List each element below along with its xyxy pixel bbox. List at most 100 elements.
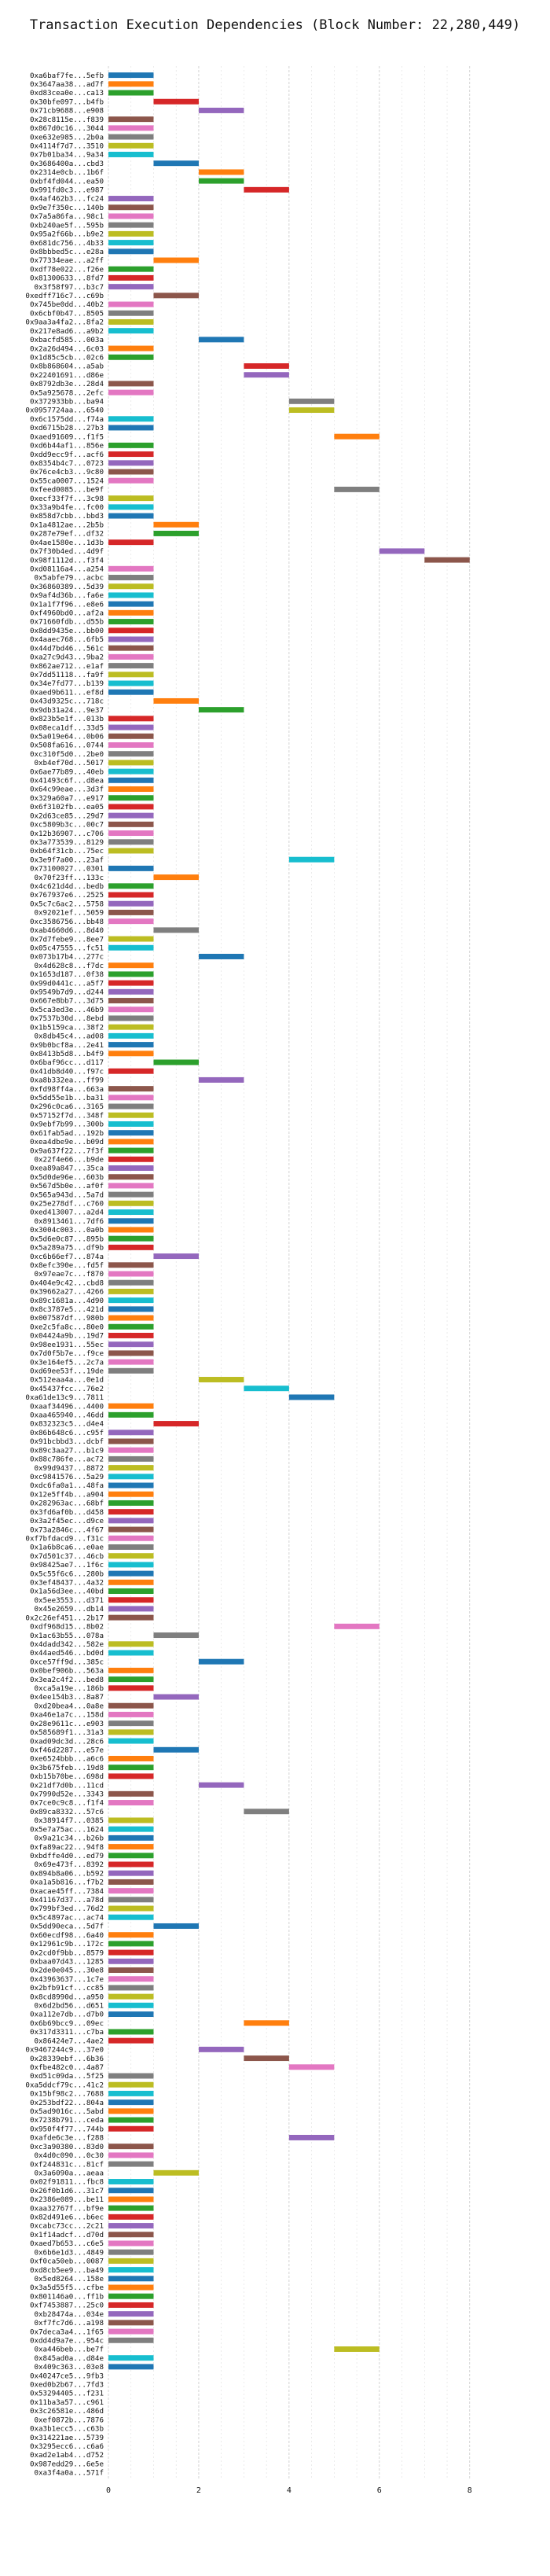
y-tick-label: 0x39662a27...4266 — [30, 1288, 104, 1297]
bar-226 — [244, 2055, 289, 2062]
bar-90 — [288, 856, 335, 863]
y-tick-label: 0x98f1112d...f3f4 — [30, 556, 104, 565]
bar-42 — [334, 433, 380, 440]
bar-221 — [108, 2011, 154, 2018]
y-tick-label: 0xc3586756...bb48 — [30, 918, 104, 926]
bar-166 — [108, 1526, 154, 1533]
y-tick-label: 0x5e7a75ac...1624 — [30, 1825, 104, 1834]
y-tick-label: 0x845ad0a...d84e — [34, 2354, 104, 2363]
y-tick-label: 0x1a6b8ca6...e0ae — [30, 1544, 104, 1552]
bar-202 — [108, 1844, 154, 1850]
y-tick-label: 0x71660fdb...d55b — [30, 618, 104, 627]
y-tick-label: 0x314221ae...5739 — [30, 2434, 104, 2442]
y-tick-label: 0x38914f7...0385 — [34, 1816, 104, 1825]
bar-198 — [244, 1809, 289, 1815]
bar-118 — [108, 1103, 154, 1110]
y-tick-label: 0x22f4e66...b9de — [34, 1155, 104, 1164]
y-tick-label: 0x801146a0...ff1b — [30, 2292, 104, 2301]
bar-113 — [153, 1059, 199, 1065]
bar-228 — [108, 2073, 154, 2079]
bar-134 — [108, 1244, 154, 1250]
y-tick-label: 0xce57ff9d...385c — [30, 1658, 104, 1666]
y-tick-label: 0x4ee154b3...8a87 — [30, 1693, 104, 1702]
bar-96 — [108, 909, 154, 915]
bar-102 — [108, 962, 154, 969]
y-tick-label: 0x5ca3ed3e...46b9 — [30, 1006, 104, 1014]
bar-14 — [244, 186, 289, 193]
y-tick-label: 0xafde6c3e...f288 — [30, 2134, 104, 2143]
y-tick-label: 0xe2c5fa8c...80e0 — [30, 1323, 104, 1331]
y-tick-label: 0x7dd51118...fa9f — [30, 671, 104, 679]
y-tick-label: 0x1a4812ae...2b5b — [30, 521, 104, 529]
y-tick-label: 0x3b675feb...19d8 — [30, 1764, 104, 1772]
bar-66 — [108, 645, 154, 651]
bar-126 — [108, 1174, 154, 1180]
bar-225 — [198, 2046, 244, 2052]
bar-63 — [108, 619, 154, 625]
y-tick-label: 0xc6b66ef7...874a — [30, 1253, 104, 1261]
bar-189 — [108, 1729, 154, 1735]
y-tick-label: 0xbacfd585...003a — [30, 336, 104, 344]
bar-253 — [108, 2293, 154, 2299]
y-tick-label: 0x681dc756...4b33 — [30, 239, 104, 248]
y-tick-label: 0x823b5e1f...013b — [30, 715, 104, 723]
y-tick-label: 0x6ae77b89...40eb — [30, 767, 104, 776]
y-tick-label: 0x1a56d3ee...40bd — [30, 1588, 104, 1596]
y-tick-label: 0xbaa07d43...1285 — [30, 1957, 104, 1966]
y-tick-label: 0x8db45c4...ad08 — [34, 1032, 104, 1041]
bar-86 — [108, 821, 154, 827]
bar-89 — [108, 848, 154, 854]
bar-206 — [108, 1879, 154, 1885]
y-tick-label: 0x6baf96cc...d117 — [30, 1058, 104, 1067]
bar-175 — [108, 1606, 154, 1612]
bar-185 — [153, 1694, 199, 1700]
y-tick-label: 0x73a2846c...4f67 — [30, 1525, 104, 1534]
y-tick-label: 0x98ee1931...55ec — [30, 1341, 104, 1349]
y-tick-label: 0x5abfe79...acbc — [34, 574, 104, 583]
bar-170 — [108, 1562, 154, 1568]
bar-25 — [108, 284, 154, 290]
bar-31 — [198, 337, 244, 343]
bar-9 — [108, 142, 154, 149]
bar-24 — [108, 274, 154, 281]
y-tick-label: 0x5ad9016c...5abd — [30, 2107, 104, 2116]
y-tick-label: 0xecf33f7f...3c98 — [30, 495, 104, 503]
bar-232 — [108, 2108, 154, 2114]
y-tick-label: 0x3a2f45ec...d9ce — [30, 1517, 104, 1525]
bar-254 — [108, 2302, 154, 2308]
y-tick-label: 0x92021ef...5059 — [34, 909, 104, 918]
bar-111 — [108, 1042, 154, 1048]
bar-50 — [108, 504, 154, 510]
y-tick-label: 0x565a943d...5a7d — [30, 1190, 104, 1199]
y-tick-label: 0x9aa3a4fa2...8fa2 — [25, 318, 104, 327]
y-tick-label: 0xacae45ff...7384 — [30, 1887, 104, 1896]
bar-99 — [108, 936, 154, 942]
x-tick-label: 8 — [468, 2486, 472, 2495]
bar-95 — [108, 900, 154, 907]
bar-141 — [108, 1306, 154, 1312]
bar-23 — [108, 266, 154, 272]
bar-97 — [108, 918, 154, 925]
bar-101 — [198, 954, 244, 959]
y-tick-label: 0x9467244c9...37e0 — [25, 2046, 104, 2055]
y-tick-label: 0x5ed8264...158e — [34, 2275, 104, 2283]
bar-213 — [108, 1941, 154, 1947]
bar-231 — [108, 2099, 154, 2106]
y-tick-label: 0x5a925678...2efc — [30, 388, 104, 397]
bar-117 — [108, 1095, 154, 1101]
bar-227 — [288, 2064, 335, 2070]
y-tick-label: 0x45e2659...db14 — [34, 1605, 104, 1614]
bar-168 — [108, 1544, 154, 1550]
y-tick-label: 0x329a60a7...e917 — [30, 794, 104, 803]
y-tick-label: 0x9a637f22...7f3f — [30, 1146, 104, 1155]
y-tick-label: 0x5a019e64...0b06 — [30, 732, 104, 741]
bar-64 — [108, 627, 154, 634]
bar-233 — [108, 2117, 154, 2123]
bar-82 — [108, 786, 154, 792]
y-tick-label: 0xb4ef70d...5017 — [34, 759, 104, 767]
y-tick-label: 0x832323c5...d4e4 — [30, 1420, 104, 1429]
y-tick-label: 0x40247ce5...9fb3 — [30, 2372, 104, 2380]
y-tick-labels: 0xa6baf7fe...5efb0x3647aa38...ad7f0xd83c… — [25, 72, 104, 2478]
y-tick-label: 0x28e9611c...e903 — [30, 1720, 104, 1728]
